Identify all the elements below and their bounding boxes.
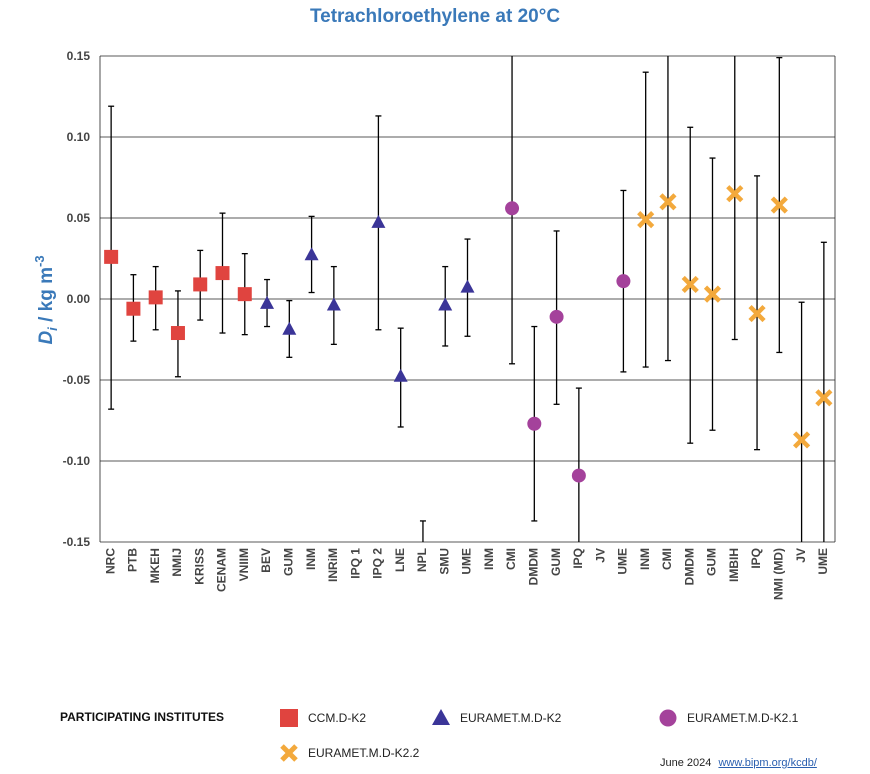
x-tick-label: IPQ [749,548,763,569]
data-point-circle [571,468,586,483]
x-tick-label: INM [638,548,652,570]
x-tick-label: JV [593,548,607,563]
y-tick-label: 0.05 [67,211,91,225]
legend-item-euramet-k22: EURAMET.M.D-K2.2 [280,744,419,762]
x-tick-label: NMI (MD) [771,548,785,600]
triangle-marker-icon [432,709,450,725]
data-point-x [637,211,655,229]
data-point-square [215,266,230,281]
data-point-square [126,301,141,316]
x-tick-label: UME [460,548,474,575]
x-tick-label: IPQ [571,548,585,569]
chart-title: Tetrachloroethylene at 20°C [309,6,561,27]
legend-label-euramet-k22: EURAMET.M.D-K2.2 [308,746,420,760]
data-point-x [681,275,699,294]
footer-date: June 2024 [660,757,712,769]
x-tick-label: JV [794,548,808,563]
y-tick-label: 0.15 [67,49,91,63]
y-tick-label: 0.10 [67,130,91,144]
y-tick-label: -0.10 [63,454,91,468]
data-point-circle [549,309,564,324]
data-point-square [193,277,208,292]
x-tick-label: PTB [126,548,140,572]
footer: June 2024 www.bipm.org/kcdb/ [660,757,817,769]
data-point-square [148,290,163,305]
legend-title: PARTICIPATING INSTITUTES [60,710,224,724]
data-point-triangle [460,279,475,293]
error-bar [419,520,426,542]
x-tick-label: GUM [549,548,563,576]
legend-item-ccm: CCM.D-K2 [280,709,366,727]
data-point-x [793,431,811,449]
x-tick-labels: NRC PTB MKEH NMIJ KRISS CENAM VNIIM BEV GUM INM IN… [103,548,830,600]
x-tick-label: KRISS [192,548,206,585]
x-tick-label: CMI [660,548,674,570]
data-point-square [104,249,119,264]
cross-marker-icon [280,744,298,762]
error-bar [798,301,805,542]
data-point-x [703,285,722,303]
data-point-triangle [438,297,453,311]
x-tick-label: GUM [281,548,295,576]
data-point-x [815,389,833,407]
x-tick-label: LNE [393,548,407,572]
error-bar [575,387,582,542]
data-point-square [237,287,252,302]
error-bar [664,56,671,362]
plot-area: -0.15 -0.10 -0.05 0.00 0.05 0.10 0.15 NRC PTB MK… [32,49,836,600]
x-tick-label: CENAM [215,548,229,592]
error-bar [731,56,738,341]
data-point-triangle [393,368,408,382]
data-point-circle [616,274,631,289]
y-axis-label: Di / kg m-3 [32,255,60,344]
data-point-x [726,185,744,203]
data-point-triangle [282,321,297,335]
data-point-triangle [326,297,341,311]
y-tick-labels: -0.15 -0.10 -0.05 0.00 0.05 0.10 0.15 [63,49,91,549]
data-point-square [170,326,185,341]
circle-marker-icon [659,709,677,727]
x-tick-label: MKEH [148,548,162,583]
data-point-circle [505,201,520,216]
data-point-x [748,304,766,323]
x-tick-label: DMDM [526,548,540,585]
data-point-triangle [260,295,275,309]
legend-label-euramet-k2: EURAMET.M.D-K2 [460,710,562,725]
x-tick-label: BEV [259,548,273,573]
legend-item-euramet-k21: EURAMET.M.D-K2.1 [659,709,798,727]
y-tick-label: -0.05 [63,373,91,387]
data-point-triangle [371,214,386,228]
x-tick-label: NMIJ [170,548,184,577]
x-tick-label: CMI [504,548,518,570]
x-tick-label: UME [616,548,630,575]
x-tick-label: DMDM [682,548,696,585]
x-tick-label: SMU [437,548,451,575]
data-point-triangle [304,247,319,261]
x-tick-label: IPQ 2 [371,548,385,579]
x-tick-label: IPQ 1 [348,548,362,579]
x-tick-label: VNIIM [237,548,251,581]
legend-item-euramet-k2: EURAMET.M.D-K2 [432,709,561,726]
kcdb-link[interactable]: www.bipm.org/kcdb/ [718,757,817,769]
error-bar [820,241,827,542]
x-tick-label: GUM [705,548,719,576]
data-point-circle [527,416,542,431]
x-tick-label: INRiM [326,548,340,582]
y-tick-label: 0.00 [67,292,91,306]
x-tick-label: INM [304,548,318,570]
legend-label-euramet-k21: EURAMET.M.D-K2.1 [687,711,799,725]
x-tick-label: UME [816,548,830,575]
x-tick-label: NRC [103,548,117,574]
square-marker-icon [280,709,298,727]
x-tick-label: INM [482,548,496,570]
data-point-x [659,193,677,211]
x-tick-label: NPL [415,548,429,572]
x-tick-label: IMBIH [727,548,741,582]
legend-label-ccm: CCM.D-K2 [308,711,367,725]
data-markers [104,185,833,483]
data-point-x [770,196,788,214]
y-tick-label: -0.15 [63,535,91,549]
